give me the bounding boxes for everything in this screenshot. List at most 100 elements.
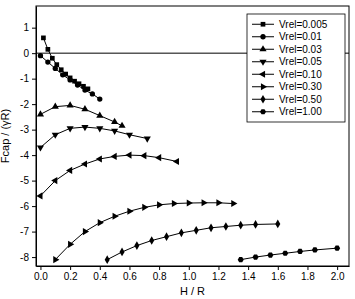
x-tick-label: 1.0: [182, 271, 196, 282]
y-tick-label: -7: [20, 226, 29, 237]
y-tick: 1: [23, 22, 36, 33]
data-point: [216, 199, 222, 206]
data-point: [223, 222, 228, 231]
data-point: [312, 247, 318, 252]
data-point: [81, 105, 88, 111]
data-point: [120, 248, 125, 257]
data-point: [90, 91, 95, 96]
legend-label: Vrel=0.30: [279, 81, 322, 92]
x-tick-label: 1.6: [271, 271, 285, 282]
data-point: [96, 155, 102, 162]
data-point: [238, 221, 243, 230]
data-point: [67, 101, 74, 107]
data-point: [238, 257, 244, 262]
data-point: [52, 133, 59, 139]
x-tick-mark: [100, 266, 101, 270]
data-point: [53, 66, 58, 71]
y-axis-line: [36, 7, 37, 267]
x-tick: 0.8: [153, 266, 167, 282]
series-line: [40, 155, 176, 196]
y-tick-mark: [32, 53, 36, 54]
x-tick-mark: [337, 266, 338, 270]
data-point: [53, 256, 59, 263]
y-tick-label: -5: [20, 175, 29, 186]
x-tick-mark: [129, 266, 130, 270]
data-point: [275, 220, 280, 229]
data-point: [155, 154, 161, 161]
plot-frame: [36, 6, 349, 266]
legend-label: Vrel=0.03: [279, 44, 322, 55]
series-line: [55, 203, 233, 260]
y-tick-label: -3: [20, 124, 29, 135]
data-point: [111, 153, 117, 160]
legend-marker: [261, 22, 266, 27]
data-point: [118, 122, 125, 128]
y-tick-mark: [32, 155, 36, 156]
data-point: [82, 87, 87, 92]
x-tick-mark: [307, 266, 308, 270]
data-point: [113, 213, 119, 220]
data-point: [50, 56, 55, 61]
x-tick-mark: [159, 266, 160, 270]
data-point: [45, 59, 50, 64]
x-tick-label: 2.0: [331, 271, 345, 282]
x-axis-line: [37, 266, 350, 267]
data-point: [127, 208, 133, 215]
y-tick: -3: [20, 124, 36, 135]
x-tick: 1.6: [271, 266, 285, 282]
y-tick: 0: [23, 48, 36, 59]
data-point: [68, 241, 74, 248]
x-tick-label: 1.2: [212, 271, 226, 282]
data-point: [231, 200, 237, 207]
data-point: [60, 72, 65, 77]
data-point: [83, 228, 89, 235]
x-tick-mark: [218, 266, 219, 270]
y-tick-mark: [32, 206, 36, 207]
data-point: [81, 125, 88, 131]
data-point: [111, 129, 118, 135]
legend-marker: [259, 71, 265, 78]
x-tick-mark: [189, 266, 190, 270]
series-line: [40, 56, 99, 99]
y-tick-mark: [32, 28, 36, 29]
data-point: [96, 126, 103, 132]
legend-marker: [261, 83, 267, 90]
y-tick: -4: [20, 150, 36, 161]
legend-label: Vrel=0.05: [279, 56, 322, 67]
data-point: [66, 167, 72, 174]
legend-label: Vrel=1.00: [279, 106, 322, 117]
data-point: [140, 152, 146, 159]
x-tick-mark: [248, 266, 249, 270]
y-tick: -7: [20, 226, 36, 237]
y-tick-label: -8: [20, 252, 29, 263]
y-tick-mark: [32, 104, 36, 105]
x-tick: 1.2: [212, 266, 226, 282]
y-tick-label: 1: [23, 22, 29, 33]
data-point: [67, 77, 72, 82]
x-tick: 0.0: [34, 266, 48, 282]
data-point: [334, 246, 340, 251]
data-point: [98, 219, 104, 226]
legend-label: Vrel=0.10: [279, 69, 322, 80]
data-point: [202, 199, 208, 206]
data-point: [105, 255, 110, 264]
data-point: [179, 228, 184, 237]
y-tick-label: -2: [20, 99, 29, 110]
series-line: [43, 38, 88, 89]
data-point: [253, 254, 259, 259]
data-point: [209, 223, 214, 232]
y-tick: -6: [20, 201, 36, 212]
data-point: [59, 67, 64, 72]
x-tick: 0.2: [64, 266, 78, 282]
data-point: [253, 220, 258, 229]
data-point: [97, 96, 102, 101]
y-tick-label: 0: [23, 48, 29, 59]
x-tick-label: 0.8: [153, 271, 167, 282]
data-point: [126, 133, 133, 139]
y-tick-mark: [32, 181, 36, 182]
legend-label: Vrel=0.01: [279, 31, 322, 42]
x-axis-title: H / R: [180, 285, 205, 297]
series-line: [241, 248, 337, 259]
legend-label: Vrel=0.50: [279, 94, 322, 105]
y-tick: -2: [20, 99, 36, 110]
